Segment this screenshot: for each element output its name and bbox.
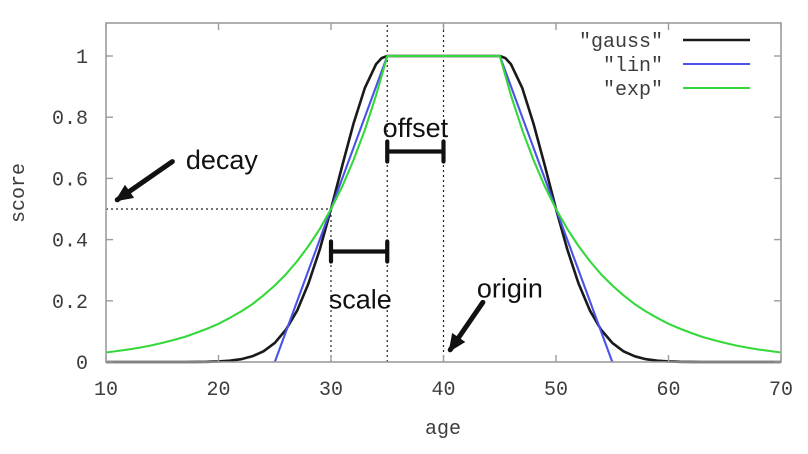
scale-label: scale (329, 284, 392, 314)
legend-label-exp: "exp" (603, 79, 663, 102)
offset-label: offset (383, 113, 449, 143)
annotations-layer: offset scale decay origin (114, 113, 543, 353)
x-tick-label: 70 (769, 379, 793, 402)
tick-labels-layer: 10 20 30 40 50 60 70 0 0.2 0.4 0.6 0.8 1 (52, 47, 793, 402)
x-tick-label: 10 (94, 379, 118, 402)
decay-label: decay (186, 145, 259, 175)
x-tick-label: 60 (656, 379, 680, 402)
x-axis-label: age (425, 418, 461, 441)
y-tick-label: 0.6 (52, 169, 88, 192)
legend-label-lin: "lin" (603, 55, 663, 78)
x-tick-label: 50 (544, 379, 568, 402)
x-tick-label: 40 (431, 379, 455, 402)
legend-label-gauss: "gauss" (579, 31, 663, 54)
decay-arrow (114, 159, 175, 203)
guide-lines-layer (106, 22, 445, 362)
offset-bracket (385, 139, 446, 164)
y-tick-label: 0.2 (52, 292, 88, 315)
scale-bracket (328, 239, 390, 264)
y-tick-label: 0 (76, 353, 88, 376)
origin-arrow (447, 299, 486, 353)
y-tick-label: 0.4 (52, 231, 88, 254)
y-axis-label: score (8, 163, 31, 223)
origin-label: origin (477, 274, 543, 304)
x-tick-label: 30 (319, 379, 343, 402)
axes-frame-layer (105, 22, 782, 363)
legend: "gauss""lin""exp" (579, 31, 750, 102)
y-tick-label: 0.8 (52, 108, 88, 131)
y-tick-label: 1 (76, 47, 88, 70)
x-tick-label: 20 (206, 379, 230, 402)
series-curve-exp (105, 54, 782, 354)
